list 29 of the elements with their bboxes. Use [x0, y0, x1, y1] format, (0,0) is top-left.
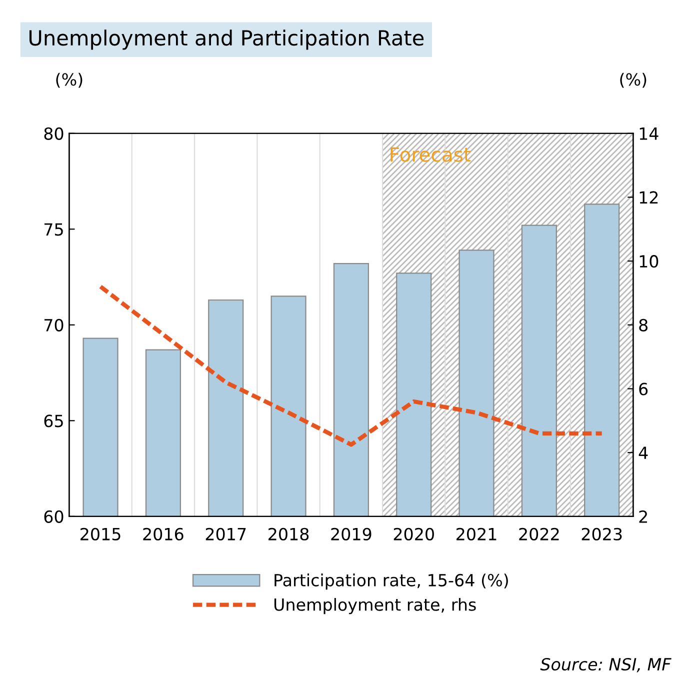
y-tick-label: 70: [44, 318, 64, 332]
y-tick-label: 75: [44, 223, 63, 236]
line-series: [98, 284, 604, 447]
y2-tick-label: 2: [639, 510, 647, 523]
y2-tick-label: 8: [639, 318, 648, 332]
y-tick-label: 60: [44, 510, 64, 523]
y-tick-label: 80: [44, 127, 64, 140]
band-label: Forecast: [390, 147, 471, 162]
source-note: Source: NSI, MF: [540, 658, 672, 672]
x-tick-label: 2015: [80, 528, 120, 540]
x-tick-label: 2022: [519, 528, 559, 540]
x-tick-label: 2023: [582, 528, 622, 540]
x-tick-label: 2019: [331, 528, 372, 540]
x-tick-label: 2021: [456, 528, 496, 540]
legend-label: Unemployment rate, rhs: [274, 598, 476, 614]
y2-tick-label: 4: [638, 446, 648, 459]
legend-label: Participation rate, 15-64 (%): [274, 574, 508, 590]
y2-tick-label: 6: [639, 382, 648, 396]
y2-axis-title: (%): [620, 72, 646, 88]
x-tick-label: 2017: [206, 528, 246, 540]
y-axis-title: (%): [56, 72, 82, 88]
y-tick-label: 65: [44, 414, 63, 428]
x-tick-label: 2016: [143, 528, 184, 540]
y2-tick-label: 12: [640, 191, 658, 204]
chart-title: Unemployment and Participation Rate: [29, 30, 424, 50]
x-tick-label: 2018: [268, 528, 309, 540]
y2-tick-label: 10: [640, 255, 658, 268]
x-tick-label: 2020: [394, 528, 434, 540]
y2-tick-label: 14: [640, 128, 658, 140]
